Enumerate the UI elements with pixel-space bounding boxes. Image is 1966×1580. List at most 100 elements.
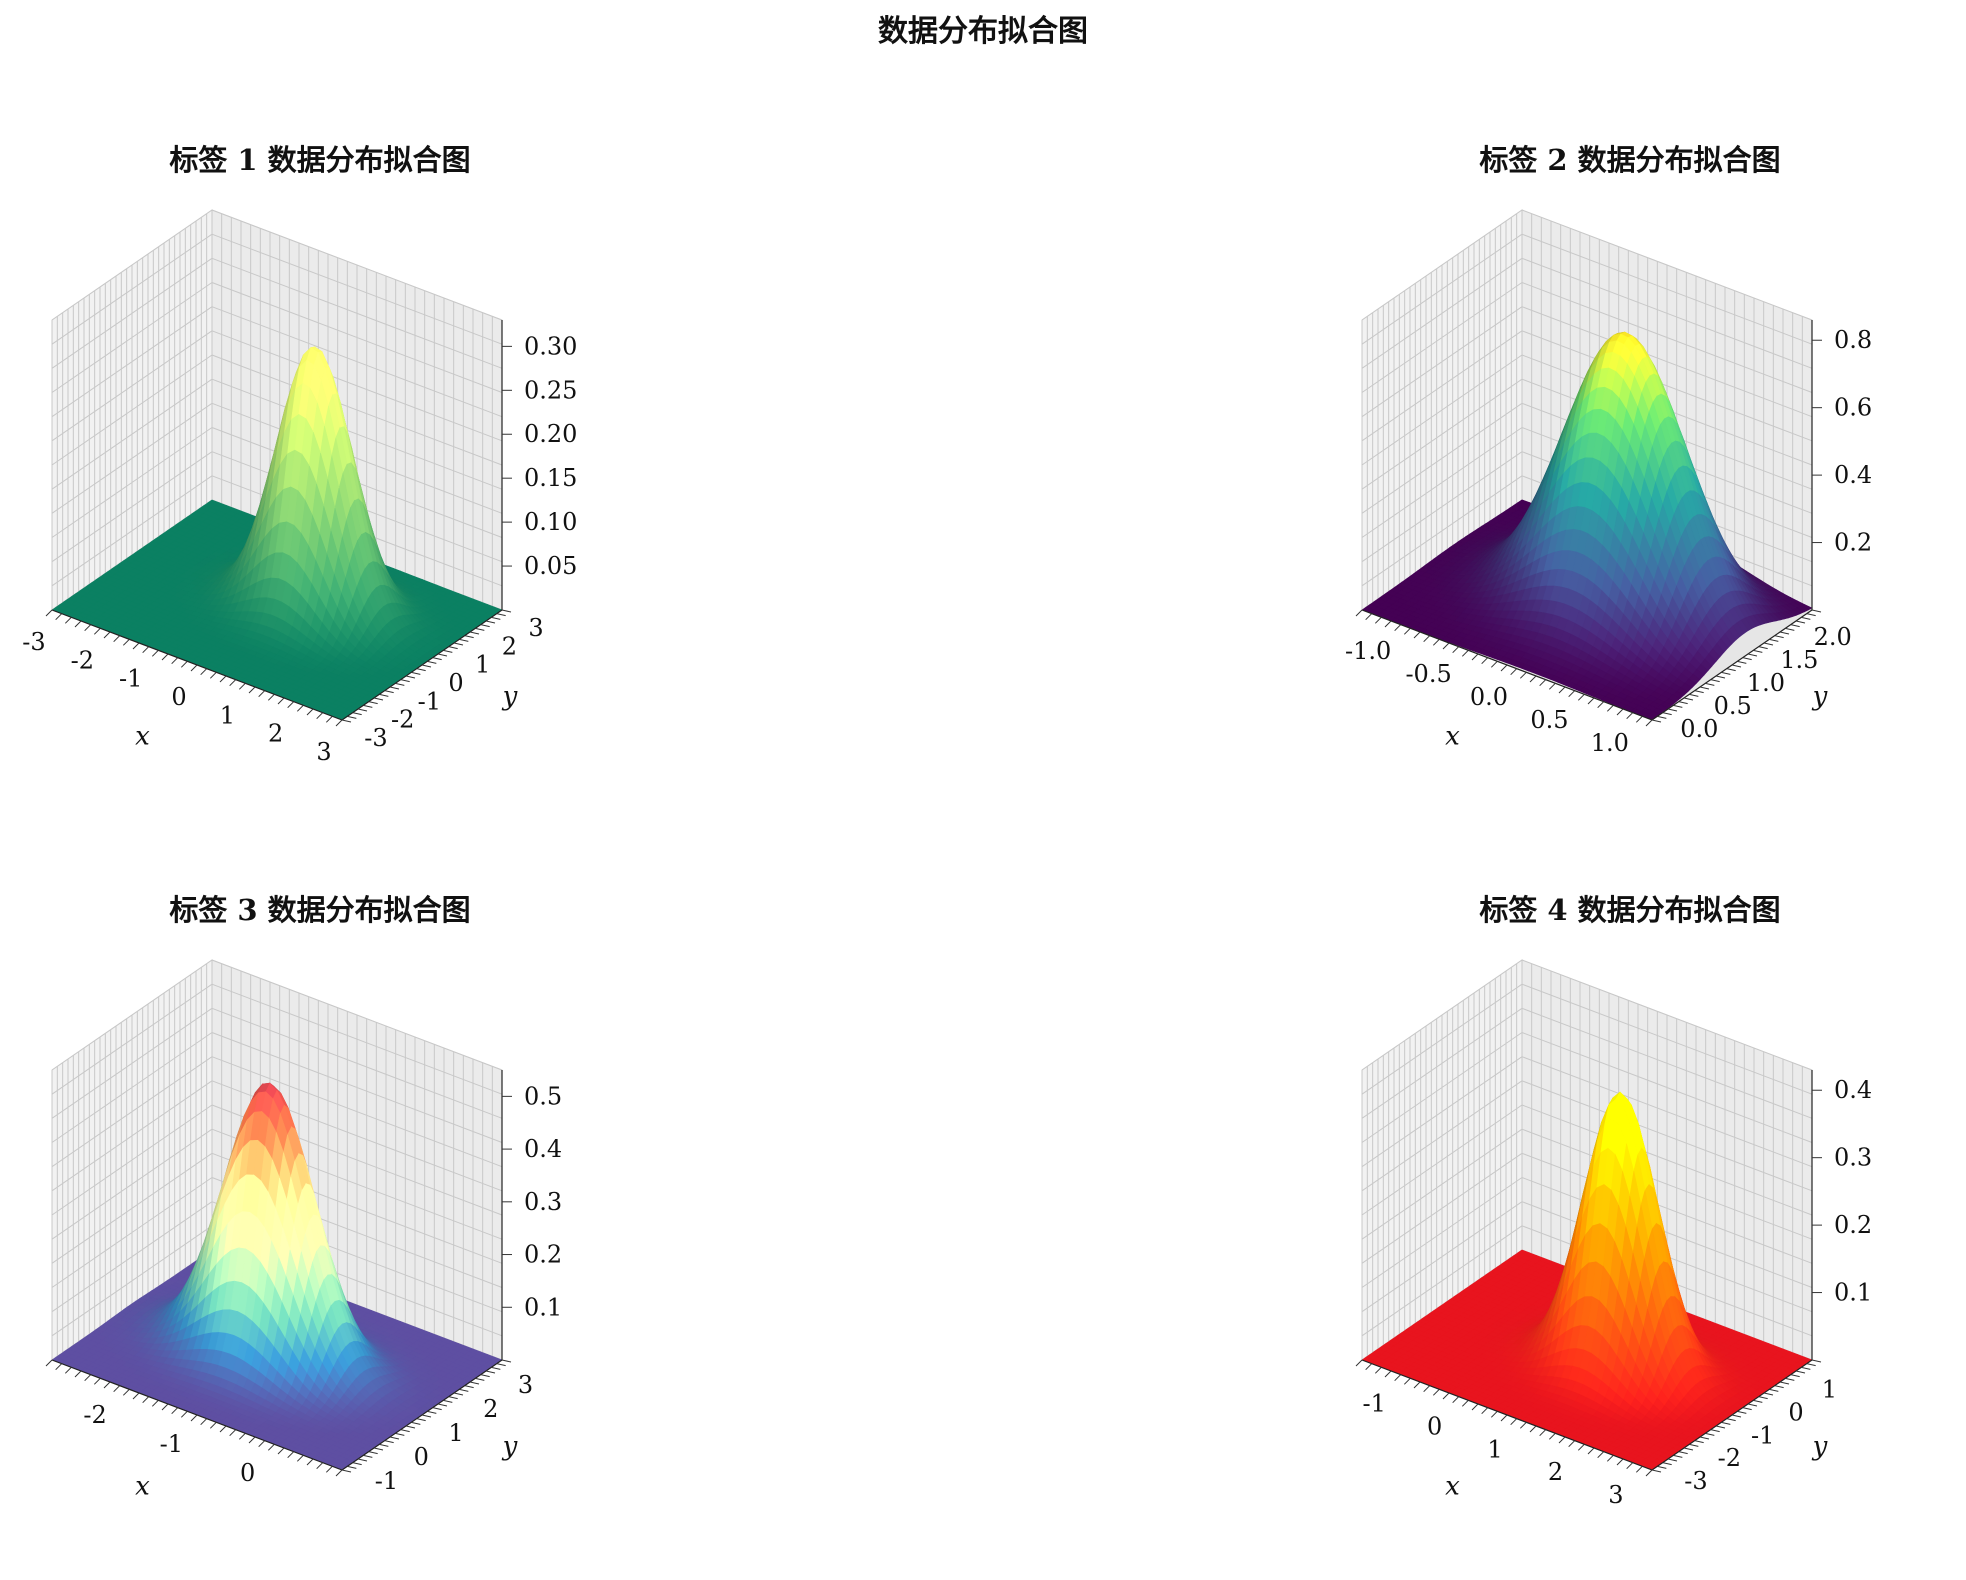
y-minor-tick: [395, 683, 404, 685]
x-minor-tick: [1549, 683, 1555, 689]
y-axis-label: y: [1812, 682, 1828, 712]
y-minor-tick: [470, 632, 479, 634]
x-tick-label: 3: [316, 738, 331, 766]
x-tick-label: 2: [268, 720, 283, 748]
y-minor-tick: [347, 716, 356, 718]
y-minor-tick: [1791, 625, 1800, 627]
x-minor-tick: [1453, 647, 1459, 653]
x-tick-label: 0.5: [1530, 706, 1568, 734]
chart-panel-1: 标签 1 数据分布拟合图-3-2-10123-3-2-101230.050.10…: [22, 143, 577, 766]
x-minor-tick: [1395, 625, 1401, 631]
y-minor-tick: [1716, 676, 1725, 678]
x-minor-tick: [1598, 702, 1604, 708]
z-tick-label: 0.4: [1834, 461, 1872, 489]
y-minor-tick: [1780, 632, 1789, 634]
x-tick-label: -1: [119, 665, 142, 693]
x-minor-tick: [1462, 650, 1468, 656]
y-minor-tick: [433, 658, 442, 660]
y-minor-tick: [379, 694, 388, 696]
y-minor-tick: [438, 654, 447, 656]
chart-title: 标签 3 数据分布拟合图: [169, 893, 470, 927]
y-minor-tick: [1705, 683, 1714, 685]
x-minor-tick: [152, 650, 158, 656]
y-minor-tick: [1737, 661, 1746, 663]
y-tick-label: 2.0: [1814, 623, 1852, 651]
x-tick-label: 1: [220, 701, 235, 729]
x-minor-tick: [172, 658, 178, 664]
x-minor-tick: [1646, 720, 1652, 726]
y-minor-tick: [1721, 672, 1730, 674]
y-minor-tick: [411, 672, 420, 674]
x-minor-tick: [181, 661, 187, 667]
z-tick-label: 0.25: [524, 376, 577, 404]
x-tick-label: 0.0: [1470, 683, 1508, 711]
x-minor-tick: [201, 669, 207, 675]
x-minor-tick: [1617, 709, 1623, 715]
y-minor-tick: [1657, 716, 1666, 718]
y-minor-tick: [443, 650, 452, 652]
x-minor-tick: [1472, 654, 1478, 660]
y-minor-tick: [454, 643, 463, 645]
y-minor-tick: [374, 698, 383, 700]
x-minor-tick: [1366, 614, 1372, 620]
x-minor-tick: [249, 687, 255, 693]
x-tick-label: -0.5: [1405, 660, 1451, 688]
x-minor-tick: [104, 632, 110, 638]
x-minor-tick: [307, 709, 313, 715]
x-minor-tick: [114, 636, 120, 642]
x-minor-tick: [1433, 639, 1439, 645]
x-minor-tick: [288, 702, 294, 708]
y-minor-tick: [1668, 709, 1677, 711]
x-tick-label: -3: [22, 628, 45, 656]
x-minor-tick: [1607, 705, 1613, 711]
y-minor-tick: [459, 639, 468, 641]
z-tick-label: 0.30: [524, 332, 577, 360]
y-minor-tick: [417, 669, 426, 671]
y-minor-tick: [358, 709, 367, 711]
x-tick-label: 1.0: [1591, 729, 1629, 757]
y-tick-label: 2: [502, 632, 517, 660]
x-minor-tick: [230, 680, 236, 686]
x-minor-tick: [162, 654, 168, 660]
y-minor-tick: [465, 636, 474, 638]
x-minor-tick: [1375, 617, 1381, 623]
x-minor-tick: [1540, 680, 1546, 686]
x-minor-tick: [94, 628, 100, 634]
x-minor-tick: [1578, 694, 1584, 700]
x-minor-tick: [239, 683, 245, 689]
y-minor-tick: [475, 628, 484, 630]
y-minor-tick: [1785, 628, 1794, 630]
y-minor-tick: [390, 687, 399, 689]
y-minor-tick: [1807, 614, 1816, 616]
x-minor-tick: [133, 643, 139, 649]
x-minor-tick: [317, 713, 323, 719]
y-tick-label: -3: [364, 724, 387, 752]
x-minor-tick: [1511, 669, 1517, 675]
y-minor-tick: [1764, 643, 1773, 645]
x-minor-tick: [1627, 713, 1633, 719]
x-minor-tick: [1636, 716, 1642, 722]
x-minor-tick: [56, 614, 62, 620]
y-minor-tick: [449, 647, 458, 649]
x-minor-tick: [1530, 676, 1536, 682]
y-minor-tick: [497, 614, 506, 616]
x-axis-label: x: [1445, 722, 1460, 752]
z-tick-label: 0.2: [1834, 529, 1872, 557]
z-tick-label: 0.8: [1834, 326, 1872, 354]
x-minor-tick: [1482, 658, 1488, 664]
y-tick-label: 1: [475, 651, 490, 679]
figure-title: 数据分布拟合图: [0, 6, 1966, 50]
x-minor-tick: [1414, 632, 1420, 638]
x-minor-tick: [1588, 698, 1594, 704]
y-minor-tick: [1796, 621, 1805, 623]
y-minor-tick: [406, 676, 415, 678]
x-minor-tick: [1443, 643, 1449, 649]
x-minor-tick: [75, 621, 81, 627]
y-minor-tick: [1812, 610, 1821, 612]
y-minor-tick: [1663, 713, 1672, 715]
x-minor-tick: [220, 676, 226, 682]
y-minor-tick: [1727, 669, 1736, 671]
